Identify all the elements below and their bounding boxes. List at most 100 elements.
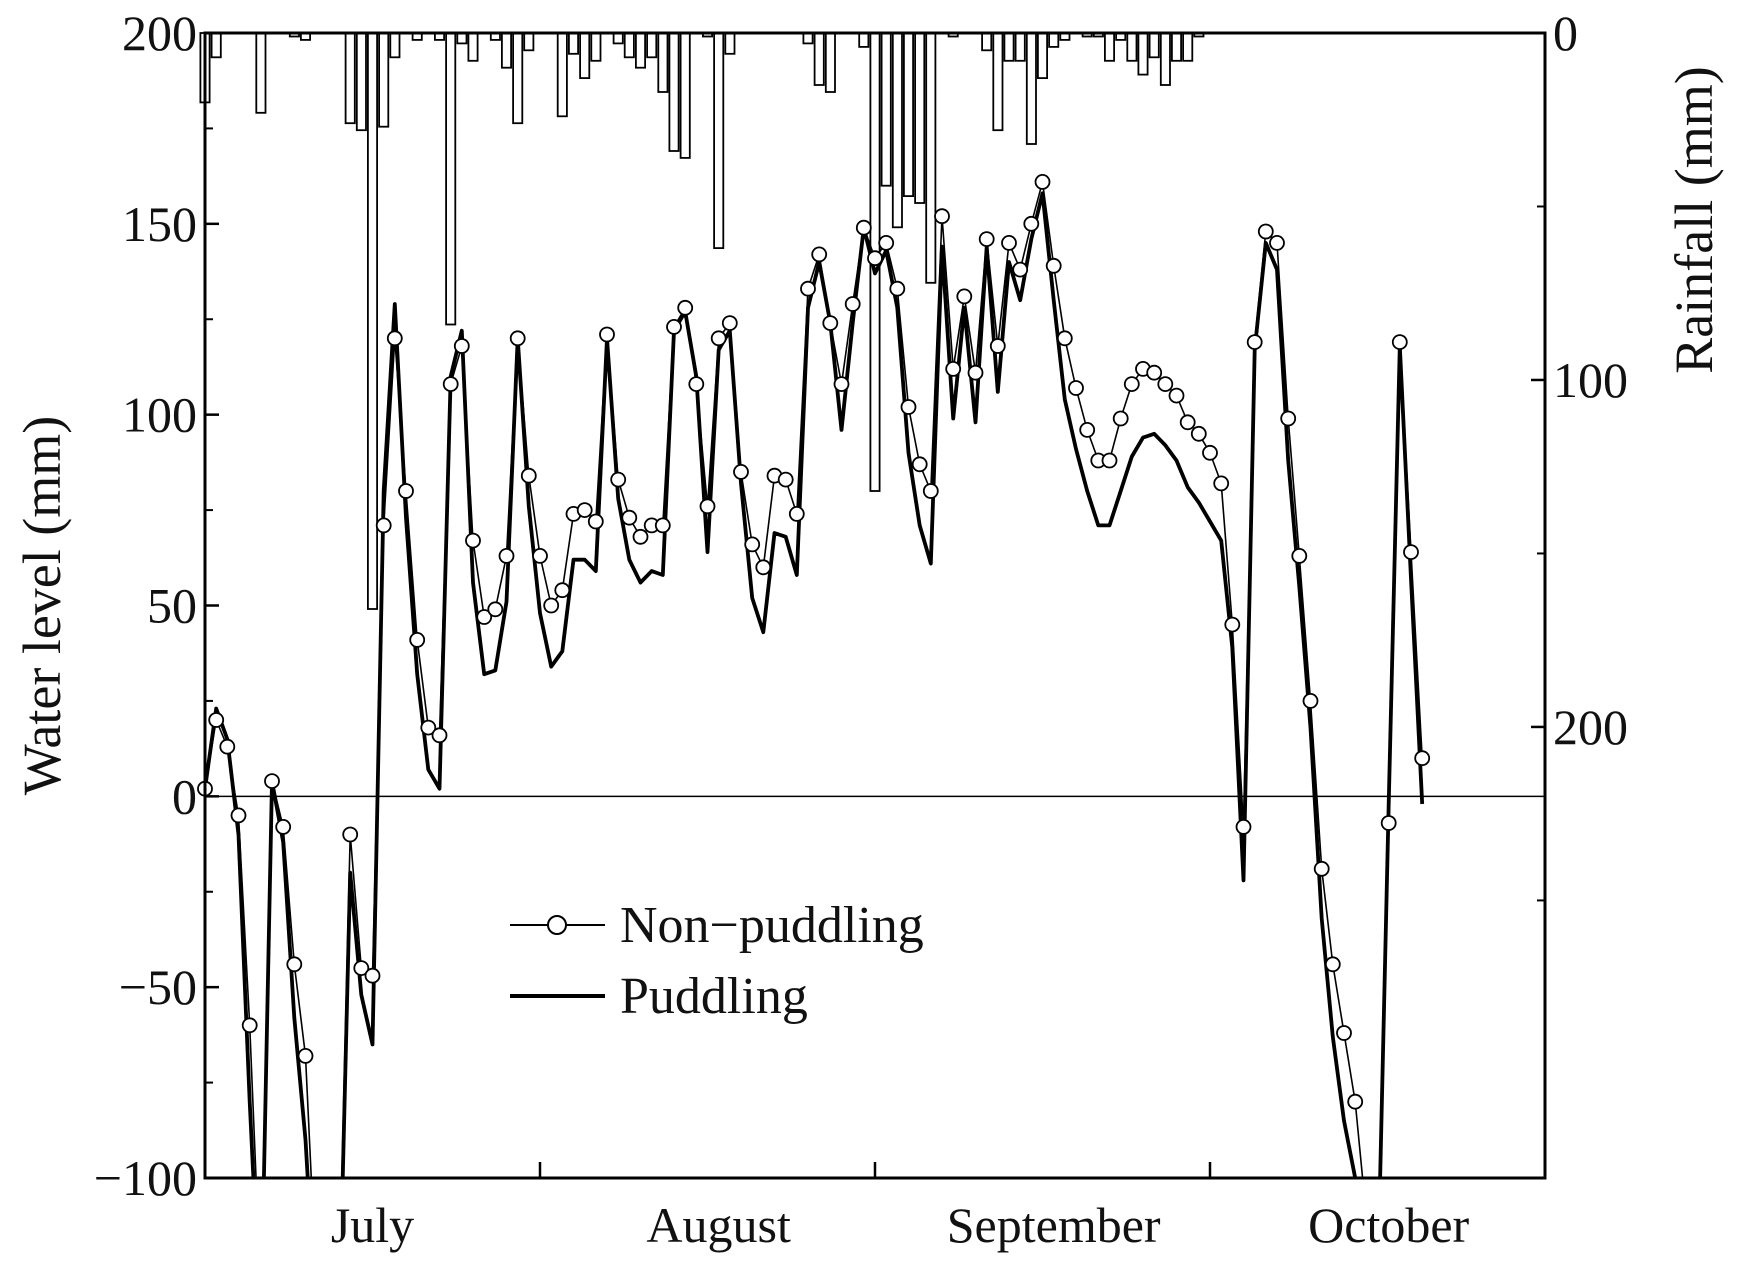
rain-bar xyxy=(1014,32,1026,62)
month-label: July xyxy=(331,1197,414,1253)
series-line-non-puddling xyxy=(205,181,1423,1178)
point-non-puddling xyxy=(1034,173,1051,190)
point-non-puddling xyxy=(409,632,426,648)
point-non-puddling xyxy=(1324,956,1341,973)
point-non-puddling xyxy=(1414,750,1431,767)
point-non-puddling xyxy=(1269,234,1285,251)
point-non-puddling xyxy=(353,960,370,976)
rain-bar xyxy=(210,32,222,59)
point-non-puddling xyxy=(800,280,816,297)
series-layer xyxy=(197,173,1431,1178)
point-non-puddling xyxy=(398,483,414,499)
rain-bar xyxy=(802,32,814,45)
point-non-puddling xyxy=(621,509,638,526)
rain-bar xyxy=(1003,32,1015,62)
y-tick-label: −50 xyxy=(119,959,197,1015)
point-non-puddling xyxy=(632,528,649,545)
rain-bar xyxy=(635,32,647,69)
rain-bar xyxy=(500,32,512,69)
point-non-puddling xyxy=(1045,257,1062,274)
point-non-puddling xyxy=(275,819,292,835)
rain-bar xyxy=(1137,32,1149,76)
axes-layer: −100 −50 0 50 100 150 200 0 100 200 July August Sept… xyxy=(94,5,1628,1253)
legend: Non−puddling Puddling xyxy=(510,897,924,1025)
y2-tick-label: 200 xyxy=(1553,699,1628,755)
legend-marker-non-puddling xyxy=(547,915,567,935)
rain-bar xyxy=(445,32,457,326)
point-non-puddling xyxy=(487,601,504,618)
point-non-puddling xyxy=(833,376,850,393)
point-non-puddling xyxy=(264,773,280,789)
point-non-puddling xyxy=(755,559,772,576)
point-non-puddling xyxy=(1202,444,1218,461)
point-non-puddling xyxy=(1302,693,1319,709)
point-non-puddling xyxy=(286,956,303,973)
point-non-puddling xyxy=(554,582,571,599)
rain-bar xyxy=(389,32,401,59)
point-non-puddling xyxy=(1246,334,1263,351)
point-non-puddling xyxy=(1079,421,1096,438)
point-non-puddling xyxy=(867,250,883,267)
rain-bar xyxy=(1048,32,1060,48)
point-non-puddling xyxy=(1380,815,1397,831)
rain-bar xyxy=(981,32,993,52)
point-non-puddling xyxy=(520,467,537,484)
point-non-puddling xyxy=(610,471,627,488)
point-non-puddling xyxy=(453,338,470,354)
month-label: September xyxy=(947,1197,1161,1253)
rain-bar xyxy=(378,32,390,128)
point-non-puddling xyxy=(532,548,548,564)
rain-bar xyxy=(612,32,624,45)
month-label: August xyxy=(646,1197,791,1253)
rain-bar xyxy=(590,32,602,62)
rain-bar xyxy=(456,32,468,45)
point-non-puddling xyxy=(1280,410,1297,427)
y-tick-label: 200 xyxy=(122,5,197,61)
y-tick-label: −100 xyxy=(94,1150,197,1206)
point-non-puddling xyxy=(219,738,236,755)
point-non-puddling xyxy=(543,597,560,614)
point-non-puddling xyxy=(1391,334,1408,351)
rain-bar xyxy=(858,32,870,48)
point-non-puddling xyxy=(465,532,481,549)
rain-bar xyxy=(579,32,591,79)
rain-bar xyxy=(568,32,580,55)
point-non-puddling xyxy=(788,506,805,522)
point-non-puddling xyxy=(297,1048,314,1064)
point-non-puddling xyxy=(1168,387,1185,404)
rain-bar xyxy=(992,32,1004,132)
point-non-puddling xyxy=(587,513,604,530)
point-non-puddling xyxy=(476,609,493,625)
point-non-puddling xyxy=(1257,223,1274,240)
y2-tick-label: 100 xyxy=(1553,352,1628,408)
point-non-puddling xyxy=(1213,475,1230,492)
point-non-puddling xyxy=(599,326,615,343)
y-axis-title: Water level (mm) xyxy=(12,416,72,795)
legend-label-puddling: Puddling xyxy=(620,968,808,1025)
point-non-puddling xyxy=(889,280,906,297)
point-non-puddling xyxy=(922,483,939,499)
point-non-puddling xyxy=(733,463,749,480)
point-non-puddling xyxy=(654,517,671,534)
point-non-puddling xyxy=(744,536,761,553)
point-non-puddling xyxy=(878,234,895,251)
point-non-puddling xyxy=(1403,544,1419,560)
point-non-puddling xyxy=(989,338,1006,354)
point-non-puddling xyxy=(710,330,727,347)
point-non-puddling xyxy=(1291,548,1308,564)
rain-bar xyxy=(1126,32,1138,62)
rain-bar xyxy=(366,32,378,610)
point-non-puddling xyxy=(666,318,682,335)
rain-bar xyxy=(1182,32,1194,62)
y2-axis-title: Rainfall (mm) xyxy=(1664,66,1724,373)
rain-bar xyxy=(724,32,736,55)
rain-bar xyxy=(523,32,535,52)
point-non-puddling xyxy=(208,712,225,728)
point-non-puddling xyxy=(1313,860,1330,877)
rain-bar xyxy=(355,32,367,132)
rain-bar xyxy=(824,32,836,93)
point-non-puddling xyxy=(1190,425,1207,442)
rainfall-bars xyxy=(199,32,1205,610)
rain-bar xyxy=(1037,32,1049,79)
